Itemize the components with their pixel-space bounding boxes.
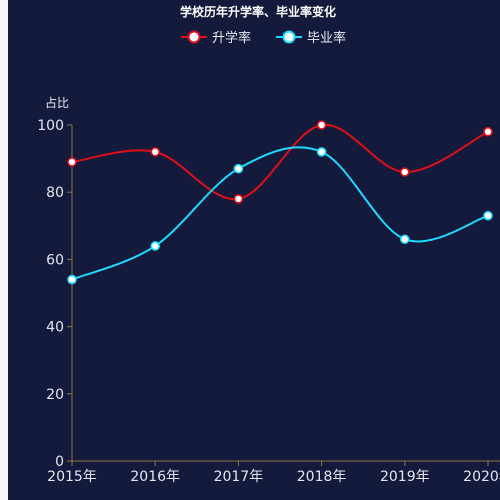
- legend-marker: [187, 30, 201, 44]
- data-point[interactable]: [150, 241, 160, 251]
- data-point[interactable]: [483, 126, 493, 137]
- x-tick-label: 2018年: [297, 469, 347, 485]
- x-tick-label: 2019年: [380, 469, 430, 485]
- data-point[interactable]: [316, 147, 327, 157]
- data-point[interactable]: [150, 147, 160, 157]
- y-tick-label: 80: [46, 185, 64, 201]
- legend-label: 升学率: [212, 30, 251, 46]
- data-point[interactable]: [67, 157, 77, 167]
- y-axis-label: 占比: [45, 95, 69, 110]
- series-line-promotion-rate: [71, 123, 489, 200]
- y-tick-label: 60: [46, 252, 64, 268]
- x-tick-label: 2020年: [463, 469, 500, 485]
- x-tick-label: 2015年: [47, 469, 97, 485]
- y-tick-label: 0: [55, 454, 64, 470]
- chart-panel: [8, 0, 500, 500]
- data-point[interactable]: [233, 163, 244, 174]
- data-point[interactable]: [233, 194, 244, 204]
- x-tick-label: 2017年: [214, 469, 264, 485]
- chart-title: 学校历年升学率、毕业率变化: [180, 4, 336, 19]
- data-point[interactable]: [399, 234, 410, 245]
- y-tick-label: 100: [37, 118, 64, 134]
- y-tick-label: 20: [46, 387, 64, 403]
- legend-marker: [282, 30, 296, 44]
- legend-item[interactable]: 毕业率: [276, 30, 346, 46]
- data-point[interactable]: [67, 274, 77, 285]
- x-tick-label: 2016年: [130, 469, 180, 485]
- legend-item[interactable]: 升学率: [181, 30, 251, 46]
- data-point[interactable]: [399, 167, 410, 177]
- legend-label: 毕业率: [307, 30, 346, 46]
- data-point[interactable]: [316, 120, 327, 130]
- y-tick-label: 40: [46, 320, 64, 336]
- data-point[interactable]: [483, 210, 493, 221]
